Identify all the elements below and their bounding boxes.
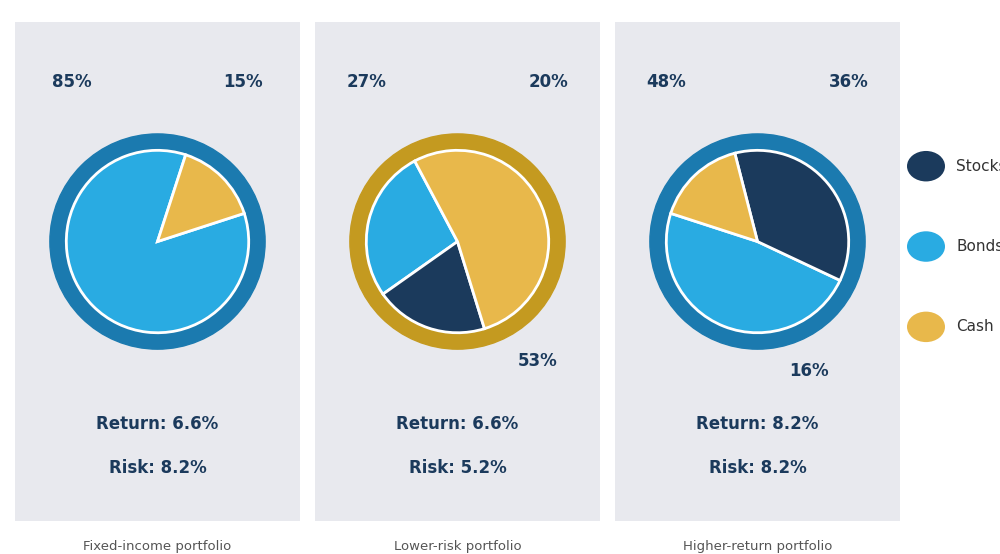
Text: Risk: 5.2%: Risk: 5.2% <box>409 459 506 478</box>
Text: Return: 8.2%: Return: 8.2% <box>696 414 819 433</box>
Circle shape <box>50 134 265 349</box>
Wedge shape <box>666 213 840 333</box>
Wedge shape <box>671 153 758 242</box>
Text: Higher-return portfolio: Higher-return portfolio <box>683 540 832 553</box>
Text: Return: 6.6%: Return: 6.6% <box>96 414 219 433</box>
Text: Cash: Cash <box>956 319 994 335</box>
Text: Bonds: Bonds <box>956 239 1000 254</box>
Text: 53%: 53% <box>517 352 557 370</box>
Circle shape <box>350 134 565 349</box>
Text: Stocks: Stocks <box>956 158 1000 174</box>
Text: Risk: 8.2%: Risk: 8.2% <box>709 459 806 478</box>
Wedge shape <box>735 150 849 280</box>
Text: 20%: 20% <box>529 73 569 91</box>
Wedge shape <box>366 161 458 294</box>
Text: Fixed-income portfolio: Fixed-income portfolio <box>83 540 232 553</box>
Wedge shape <box>66 150 249 333</box>
Text: Lower-risk portfolio: Lower-risk portfolio <box>394 540 521 553</box>
Wedge shape <box>383 242 484 333</box>
Text: 85%: 85% <box>52 73 92 91</box>
Wedge shape <box>415 150 549 329</box>
Circle shape <box>650 134 865 349</box>
Text: 16%: 16% <box>789 362 829 380</box>
Text: 27%: 27% <box>346 73 386 91</box>
Text: Return: 6.6%: Return: 6.6% <box>396 414 519 433</box>
Text: 15%: 15% <box>223 73 263 91</box>
Text: 48%: 48% <box>646 73 686 91</box>
Text: Risk: 8.2%: Risk: 8.2% <box>109 459 206 478</box>
Wedge shape <box>157 155 244 242</box>
Text: 36%: 36% <box>829 73 869 91</box>
